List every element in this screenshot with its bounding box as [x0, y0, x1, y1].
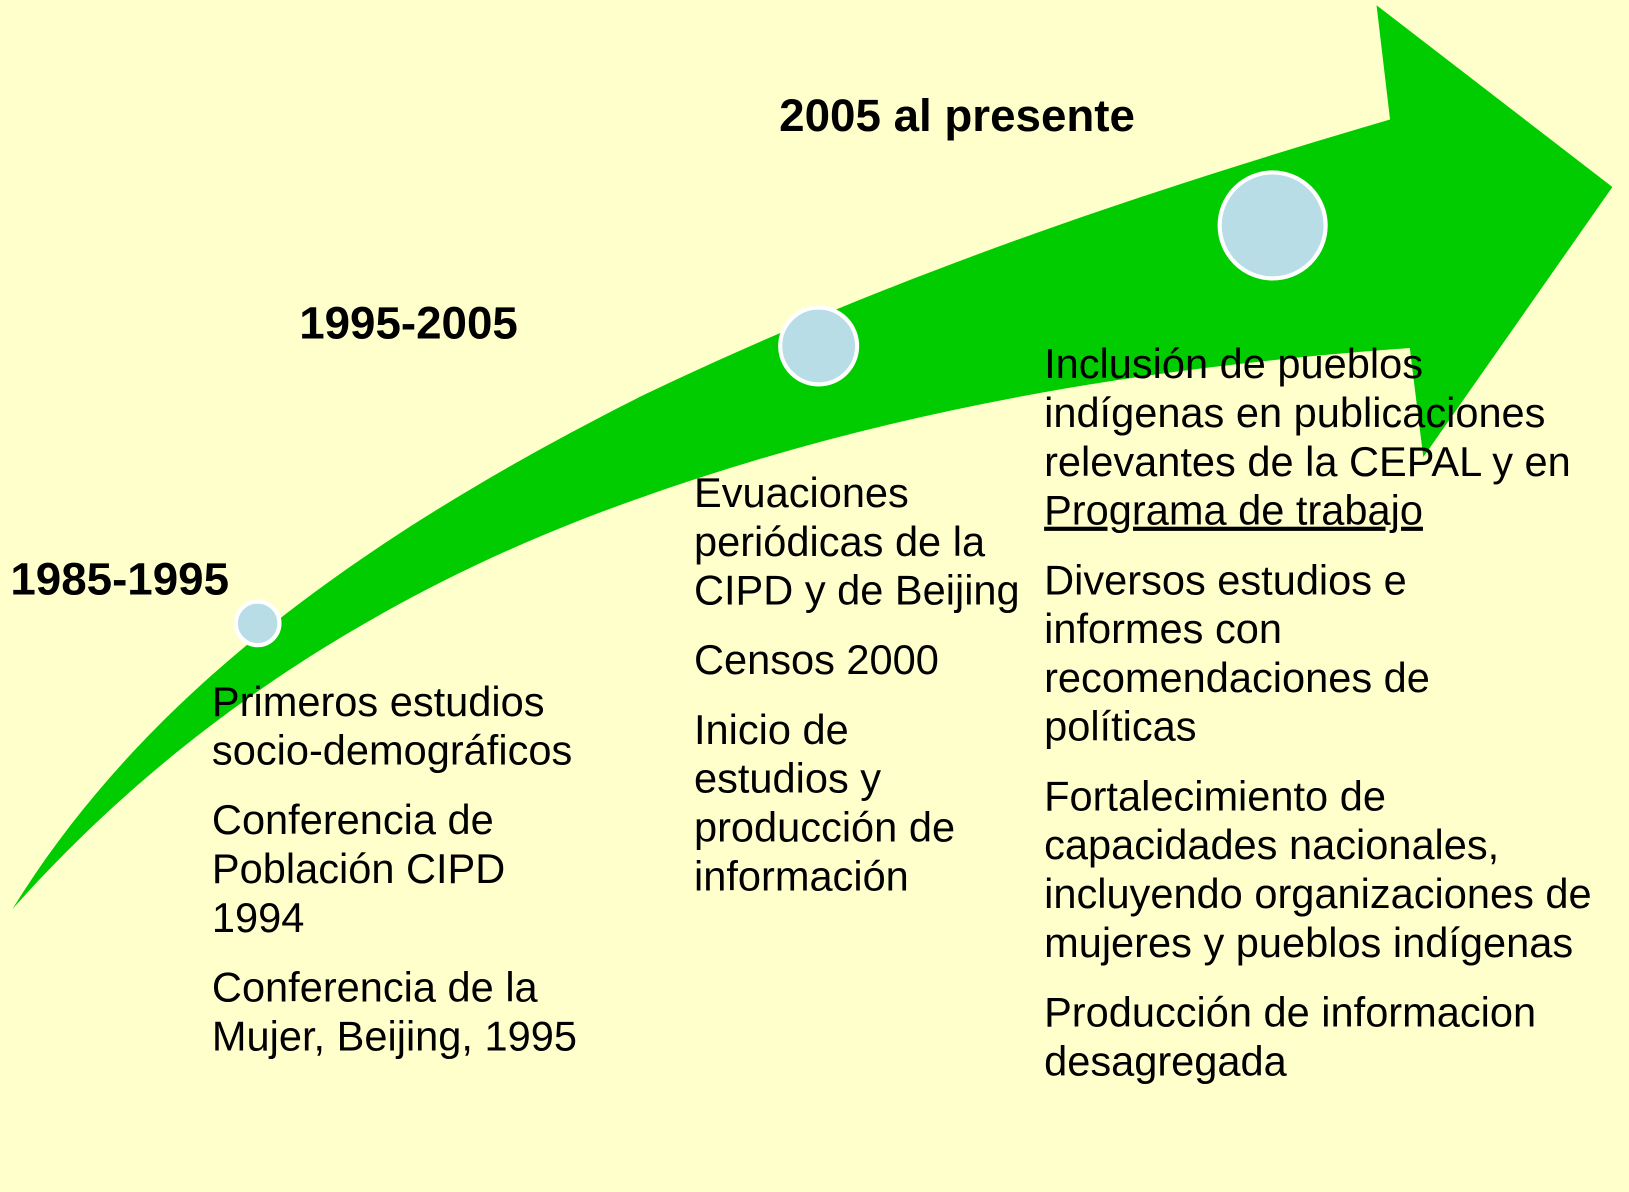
period-items: Evuaciones periódicas de la CIPD y de Be… [694, 470, 1032, 923]
timeline-arrow [12, 5, 1613, 910]
item: Censos 2000 [693, 637, 939, 684]
item: Producción de informacion desagregada [1044, 990, 1537, 1085]
milestone-dot [778, 305, 860, 387]
item: Fortalecimiento de capacidades nacionale… [1044, 773, 1592, 967]
item: Conferencia de la Mujer, Beijing, 1995 [211, 965, 577, 1060]
period-items: Inclusión de pueblos indígenas en public… [1044, 341, 1615, 1108]
period-label: 1995-2005 [299, 298, 518, 350]
milestone-dot [233, 599, 282, 648]
item-text: Inclusión de pueblos indígenas en public… [1044, 341, 1571, 486]
item-link: Programa de trabajo [1044, 488, 1423, 534]
period-label: 1985-1995 [10, 553, 229, 605]
item: Conferencia de Población CIPD 1994 [211, 797, 506, 942]
item: Primeros estudios socio-demográficos [211, 679, 573, 774]
item: Evuaciones periódicas de la CIPD y de Be… [693, 470, 1020, 614]
period-label: 2005 al presente [779, 90, 1135, 142]
item: Inclusión de pueblos indígenas en public… [1044, 341, 1574, 536]
item: Inicio de estudios y producción de infor… [693, 707, 956, 900]
item: Diversos estudios e informes con recomen… [1044, 557, 1430, 751]
period-items: Primeros estudios socio-demográficos Con… [212, 678, 638, 1082]
milestone-dot [1217, 170, 1328, 281]
